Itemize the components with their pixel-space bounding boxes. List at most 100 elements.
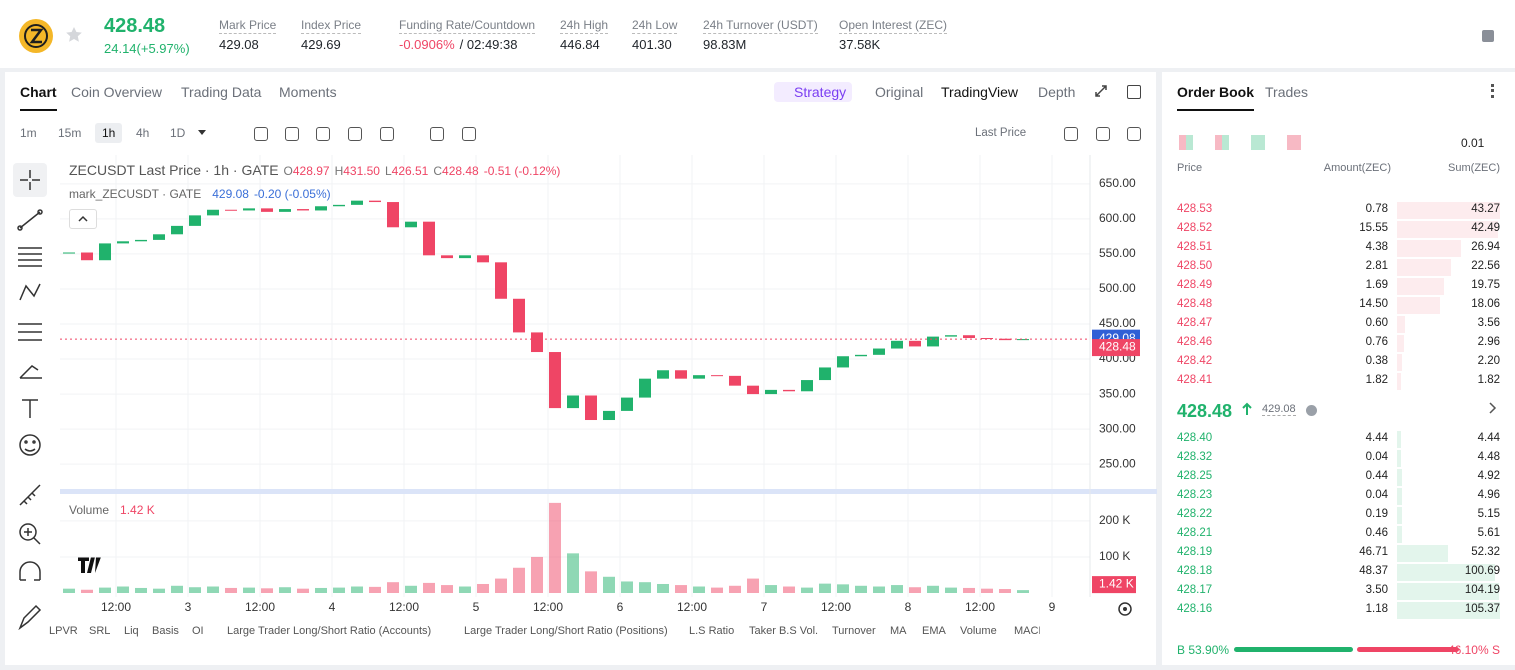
indicator[interactable]: MA — [890, 625, 907, 637]
toolbar-icon[interactable] — [462, 127, 476, 141]
ob-price[interactable]: 428.21 — [1177, 527, 1213, 539]
interval[interactable]: 1D — [170, 126, 186, 140]
price-type[interactable]: Last Price — [975, 127, 1027, 139]
toolbar-icon[interactable] — [316, 127, 330, 141]
ob-price[interactable]: 428.32 — [1177, 451, 1213, 463]
indicator[interactable]: Large Trader Long/Short Ratio (Positions… — [464, 625, 668, 637]
ob-price[interactable]: 428.51 — [1177, 241, 1213, 253]
ob-price[interactable]: 428.17 — [1177, 584, 1213, 596]
candle — [531, 332, 543, 353]
ob-price[interactable]: 428.22 — [1177, 508, 1213, 520]
indicator[interactable]: Large Trader Long/Short Ratio (Accounts) — [227, 625, 432, 637]
interval[interactable]: 15m — [58, 126, 82, 140]
interval[interactable]: 1h — [95, 123, 123, 143]
candle — [585, 395, 597, 421]
indicator[interactable]: SRL — [89, 625, 111, 637]
candle — [927, 336, 939, 347]
ob-price[interactable]: 428.23 — [1177, 489, 1213, 501]
drawing-toolbar[interactable] — [10, 160, 54, 630]
volume-title: Volume — [69, 503, 110, 517]
ob-price[interactable]: 428.50 — [1177, 260, 1213, 272]
book-icon[interactable] — [1480, 28, 1496, 44]
toolbar-icon[interactable] — [430, 127, 444, 141]
toolbar-icon[interactable] — [380, 127, 394, 141]
indicator[interactable]: L.S Ratio — [689, 625, 735, 637]
volume-bar — [765, 585, 777, 593]
depth-bar — [1397, 602, 1500, 619]
candle — [783, 389, 795, 392]
indicator[interactable]: Volume — [960, 625, 997, 637]
ob-tab[interactable]: Trades — [1265, 84, 1309, 100]
ob-price[interactable]: 428.46 — [1177, 336, 1213, 348]
ob-price[interactable]: 428.42 — [1177, 355, 1213, 367]
indicator[interactable]: Liq — [124, 625, 139, 637]
ob-price[interactable]: 428.41 — [1177, 374, 1213, 386]
toolbar-icon[interactable] — [1127, 127, 1141, 141]
collapse-button[interactable] — [69, 209, 97, 229]
candle — [207, 209, 219, 216]
indicator[interactable]: EMA — [922, 625, 946, 637]
chart-tab[interactable]: Trading Data — [181, 84, 262, 100]
toolbar-icon[interactable] — [1064, 127, 1078, 141]
ob-layout-icon[interactable] — [1251, 135, 1265, 150]
candle — [63, 252, 75, 254]
ob-price[interactable]: 428.53 — [1177, 203, 1213, 215]
ob-price[interactable]: 428.48 — [1177, 298, 1213, 310]
ob-price[interactable]: 428.52 — [1177, 222, 1213, 234]
volume-bar — [711, 587, 723, 593]
ob-layout-icon[interactable] — [1287, 135, 1301, 150]
ob-price[interactable]: 428.25 — [1177, 470, 1213, 482]
volume-bar — [999, 589, 1011, 593]
ob-tab[interactable]: Order Book — [1177, 84, 1255, 111]
ohlc-key: H — [334, 164, 344, 178]
indicator[interactable]: Turnover — [832, 625, 876, 637]
indicator[interactable]: LPVR — [49, 625, 78, 637]
view-option[interactable]: Strategy — [774, 82, 853, 102]
view-option[interactable]: TradingView — [941, 84, 1019, 100]
window-icon[interactable] — [1127, 85, 1141, 99]
expand-icon[interactable] — [1094, 84, 1108, 101]
interval[interactable]: 1m — [20, 126, 37, 140]
precision[interactable]: 0.01 — [1461, 136, 1485, 150]
ob-price[interactable]: 428.40 — [1177, 432, 1213, 444]
toolbar-icon[interactable] — [285, 127, 299, 141]
toolbar-icon[interactable] — [1096, 127, 1110, 141]
ob-layout-icon[interactable] — [1215, 135, 1229, 150]
ob-sum: 5.61 — [1477, 527, 1500, 539]
ob-price[interactable]: 428.47 — [1177, 317, 1213, 329]
ohlc-value: 428.97 — [292, 164, 330, 178]
ob-menu[interactable] — [1491, 84, 1497, 98]
toolbar-icon[interactable] — [348, 127, 362, 141]
ob-price[interactable]: 428.18 — [1177, 565, 1213, 577]
indicator[interactable]: MACD — [1014, 625, 1040, 637]
indicator[interactable]: OI — [192, 625, 204, 637]
stat-label: 24h Turnover (USDT) — [703, 18, 818, 34]
header-bar — [0, 0, 1515, 68]
dropdown-caret[interactable] — [198, 130, 206, 139]
chart-tab[interactable]: Moments — [279, 84, 337, 100]
settings-icon[interactable] — [1116, 600, 1134, 618]
ob-price[interactable]: 428.16 — [1177, 603, 1213, 615]
favorite-star[interactable] — [64, 25, 84, 45]
candle — [873, 348, 885, 355]
ob-price[interactable]: 428.49 — [1177, 279, 1213, 291]
indicator[interactable]: Basis — [152, 625, 179, 637]
ob-amount: 0.19 — [1365, 508, 1388, 520]
ob-amount: 0.46 — [1365, 527, 1388, 539]
chevron[interactable] — [1488, 400, 1498, 421]
volume-bar — [801, 587, 813, 593]
toolbar-icon[interactable] — [254, 127, 268, 141]
depth-bar — [1397, 259, 1451, 276]
chart-tab[interactable]: Coin Overview — [71, 84, 163, 100]
view-option[interactable]: Original — [875, 84, 924, 100]
stat-value: 37.58K — [839, 37, 880, 52]
interval[interactable]: 4h — [136, 126, 150, 140]
ob-price[interactable]: 428.19 — [1177, 546, 1213, 558]
ob-amount: 0.60 — [1365, 317, 1388, 329]
view-option[interactable]: Depth — [1038, 84, 1076, 100]
volume-bar — [603, 576, 615, 593]
chart-tab[interactable]: Chart — [20, 84, 57, 111]
indicator[interactable]: Taker B.S Vol. — [749, 625, 819, 637]
ob-layout-icon[interactable] — [1179, 135, 1193, 150]
candle — [549, 352, 561, 409]
